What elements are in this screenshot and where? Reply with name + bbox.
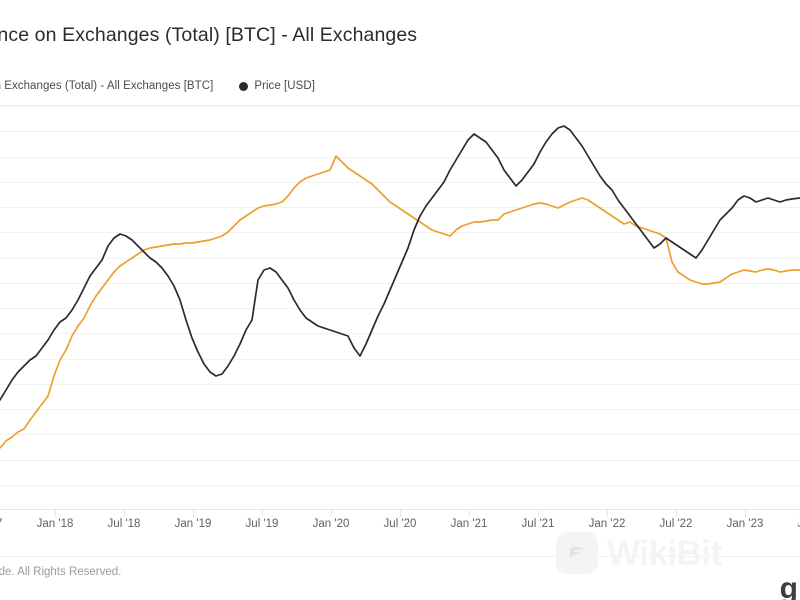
x-axis-label: Jan '19 — [174, 518, 212, 530]
x-axis-label: Jul '19 — [245, 518, 279, 530]
x-axis-label: Jul '22 — [659, 518, 693, 530]
x-axis-label: Jan '21 — [450, 518, 488, 530]
x-axis-label: Jul '20 — [383, 518, 417, 530]
x-axis-label: Jul '21 — [521, 518, 555, 530]
legend-item-balance[interactable]: Balance on Exchanges (Total) - All Excha… — [0, 80, 213, 92]
x-axis-label: Jul '18 — [107, 518, 141, 530]
chart-plot-area[interactable] — [0, 106, 800, 510]
gridlines — [0, 106, 800, 486]
x-axis-label: Jan '22 — [588, 518, 626, 530]
series-line-price — [0, 125, 800, 401]
legend-label-price: Price [USD] — [254, 80, 315, 92]
x-axis-label: Jul '17 — [0, 518, 2, 530]
legend-label-balance: Balance on Exchanges (Total) - All Excha… — [0, 80, 214, 92]
chart-legend: Balance on Exchanges (Total) - All Excha… — [0, 80, 315, 92]
corner-glyph: g — [779, 572, 798, 600]
circle-marker-icon — [239, 81, 249, 91]
page-title: Balance on Exchanges (Total) [BTC] - All… — [0, 24, 418, 46]
x-axis-label: Jan '20 — [312, 518, 350, 530]
x-axis-line — [0, 509, 800, 510]
x-axis-ticks — [0, 510, 800, 517]
x-axis-label: Jan '23 — [726, 518, 764, 530]
series-line-balance — [0, 155, 800, 449]
x-axis-labels: Jul '17 Jan '18 Jul '18 Jan '19 Jul '19 Jan '… — [0, 518, 800, 540]
footer-copyright: © 2023 Glassnode. All Rights Reserved. — [0, 566, 122, 578]
legend-item-price[interactable]: Price [USD] — [239, 80, 315, 92]
x-axis-label: Jan '18 — [36, 518, 74, 530]
legend-divider — [0, 105, 800, 106]
chart-svg — [0, 106, 800, 486]
wikibit-wordmark: WikiBit — [607, 533, 722, 573]
footer-divider — [0, 556, 800, 557]
x-axis-label: Jul '23 — [798, 518, 800, 530]
